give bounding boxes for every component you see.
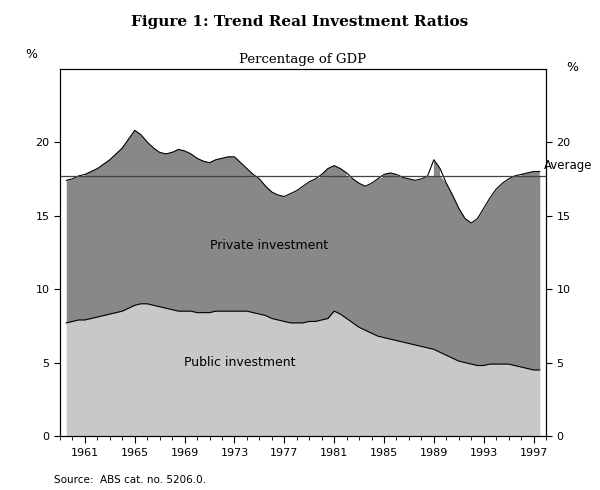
Text: Average: Average bbox=[544, 158, 592, 172]
Text: Public investment: Public investment bbox=[184, 356, 296, 369]
Y-axis label: %: % bbox=[567, 61, 579, 74]
Text: Private investment: Private investment bbox=[210, 239, 328, 251]
Text: Figure 1: Trend Real Investment Ratios: Figure 1: Trend Real Investment Ratios bbox=[131, 15, 469, 29]
Title: Percentage of GDP: Percentage of GDP bbox=[239, 53, 367, 66]
Y-axis label: %: % bbox=[25, 48, 37, 61]
Text: Source:  ABS cat. no. 5206.0.: Source: ABS cat. no. 5206.0. bbox=[54, 475, 206, 485]
